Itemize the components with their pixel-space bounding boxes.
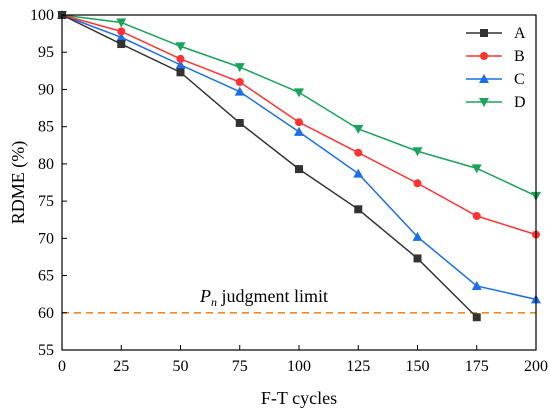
series-b-point [176, 54, 185, 63]
series-a-point [176, 68, 185, 77]
series-c-point [234, 86, 245, 96]
y-axis-title: RDME (%) [8, 141, 29, 225]
y-tick-label: 55 [38, 342, 54, 359]
series-d-point [234, 63, 245, 73]
y-tick-label: 70 [38, 230, 54, 247]
series-d-point [175, 42, 186, 52]
series-b-point [472, 212, 481, 220]
series-b-point [235, 78, 244, 86]
x-tick-label: 25 [113, 358, 129, 375]
legend-b-marker [480, 52, 488, 60]
series-b-point [413, 179, 422, 188]
reference-label-text: judgment limit [217, 286, 328, 306]
series-d-point [116, 18, 127, 28]
series-b-point [117, 27, 126, 36]
y-tick-label: 60 [38, 305, 54, 322]
series-b-point [295, 118, 303, 127]
y-tick-label: 65 [38, 268, 54, 285]
legend-c-label: C [514, 71, 525, 88]
reference-subscript: n [211, 295, 217, 309]
x-tick-label: 125 [346, 358, 370, 375]
series-d-point [353, 124, 364, 134]
series-c-point [471, 280, 482, 290]
y-tick-label: 85 [38, 119, 54, 136]
series-c-point [116, 32, 127, 42]
x-axis-title: F-T cycles [261, 388, 337, 408]
series-d-point [412, 147, 423, 157]
series-a-point [354, 205, 363, 214]
series-a-point [295, 165, 303, 174]
y-tick-label: 80 [38, 156, 54, 173]
x-tick-label: 75 [232, 358, 248, 375]
y-tick-label: 75 [38, 193, 54, 210]
x-tick-label: 50 [173, 358, 189, 375]
x-tick-label: 200 [524, 358, 548, 375]
legend-d-marker [479, 98, 489, 107]
reference-line-label: Pn judgment limit [199, 286, 328, 309]
series-a-point [235, 118, 244, 127]
legend-a-marker [480, 29, 488, 37]
y-tick-label: 95 [38, 44, 54, 61]
series-c-point [294, 126, 304, 136]
legend-a-label: A [514, 25, 526, 42]
x-tick-label: 100 [287, 358, 311, 375]
series-c-point [175, 59, 186, 69]
series-c-line [61, 14, 537, 301]
series-c-point [412, 231, 423, 241]
x-tick-label: 150 [406, 358, 430, 375]
legend-c-marker [479, 74, 489, 83]
y-tick-label: 100 [30, 7, 54, 24]
series-d-point [294, 88, 304, 98]
series-a-point [472, 313, 481, 322]
series-a-line [61, 14, 478, 318]
series-a-point [413, 254, 422, 263]
series-d-point [471, 164, 482, 174]
series-b-point [354, 148, 363, 157]
legend-b-label: B [514, 48, 525, 65]
series-c-point [353, 168, 364, 178]
x-tick-label: 0 [58, 358, 66, 375]
series-a-point [117, 40, 126, 49]
legend-d-label: D [514, 94, 526, 111]
x-tick-label: 175 [465, 358, 489, 375]
reference-symbol: P [199, 286, 211, 306]
y-tick-label: 90 [38, 81, 54, 98]
